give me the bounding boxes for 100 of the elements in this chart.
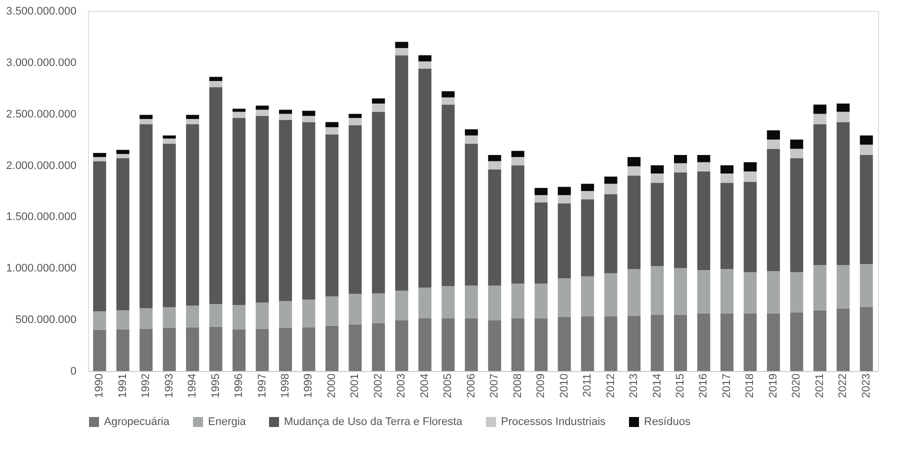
bar: [674, 163, 687, 172]
bar: [511, 165, 524, 284]
bar: [581, 184, 594, 191]
x-tick-label: 1992: [140, 374, 152, 398]
x-tick-label: 2004: [418, 374, 431, 398]
x-tick-label: 2022: [837, 374, 850, 398]
bar: [511, 318, 524, 371]
bar: [558, 186, 571, 196]
bar: [325, 326, 338, 371]
bar: [558, 195, 571, 204]
bar: [140, 328, 153, 371]
y-tick-label: 2.000.000.000: [6, 160, 76, 172]
bar: [813, 114, 826, 124]
bar: [650, 165, 664, 174]
bar: [256, 106, 269, 110]
bar: [558, 203, 571, 278]
bar: [766, 313, 780, 371]
bar: [162, 144, 176, 308]
bar: [395, 290, 408, 320]
bar: [720, 182, 734, 270]
bar: [140, 308, 153, 329]
bar: [790, 148, 804, 158]
bar: [558, 278, 571, 317]
x-tick-label: 2011: [582, 374, 594, 398]
x-tick-label: 2012: [604, 374, 617, 398]
x-tick-label: 2003: [396, 374, 408, 398]
bar: [697, 270, 710, 314]
bar: [93, 157, 106, 162]
x-tick-label: 2008: [512, 374, 524, 398]
bar: [325, 127, 338, 134]
bar: [93, 311, 106, 330]
bar: [418, 61, 432, 69]
bar: [628, 176, 641, 270]
bar: [442, 318, 455, 371]
x-tick-label: 1999: [302, 374, 315, 398]
x-tick-label: 1997: [256, 374, 268, 398]
bar: [628, 316, 641, 371]
bar: [279, 301, 292, 328]
bar: [348, 324, 362, 371]
bar: [372, 293, 385, 324]
bar: [209, 87, 222, 304]
bar: [464, 129, 478, 136]
bar: [766, 271, 780, 314]
bar: [488, 155, 502, 162]
x-tick-label: 1998: [280, 374, 292, 398]
bar: [325, 296, 338, 326]
bar: [279, 120, 292, 302]
bar: [186, 327, 200, 371]
bar: [860, 144, 873, 155]
bar: [744, 162, 757, 172]
bar: [418, 55, 432, 62]
bar: [116, 150, 130, 154]
bar: [766, 130, 780, 140]
x-tick-label: 2010: [558, 374, 570, 398]
bar: [348, 294, 362, 324]
bar: [140, 114, 153, 119]
bar: [766, 140, 780, 149]
x-tick-label: 2009: [535, 374, 548, 398]
x-tick-label: 2020: [790, 374, 803, 398]
bar: [232, 108, 246, 112]
x-tick-label: 2016: [698, 374, 710, 398]
bar: [140, 119, 153, 124]
bar: [720, 313, 734, 371]
bar: [256, 302, 269, 329]
bar: [140, 124, 153, 308]
bar: [650, 266, 664, 315]
bar: [116, 310, 130, 330]
bar: [93, 161, 106, 312]
bar: [116, 329, 130, 371]
bar: [256, 110, 269, 116]
x-tick-label: 2001: [349, 374, 362, 398]
bar: [581, 276, 594, 316]
bar: [279, 328, 292, 371]
bar: [604, 194, 618, 274]
bar: [93, 152, 106, 158]
bar: [372, 104, 385, 112]
bar: [302, 122, 316, 300]
bar: [720, 269, 734, 314]
bar: [836, 308, 850, 371]
bar: [604, 273, 618, 316]
x-tick-label: 2005: [442, 374, 454, 398]
bar: [325, 134, 338, 296]
bar: [744, 171, 757, 182]
bar: [836, 112, 850, 122]
bar: [302, 300, 316, 328]
x-tick-label: 2015: [674, 374, 686, 398]
bar: [790, 272, 804, 312]
bar: [162, 328, 176, 371]
x-tick-label: 1993: [163, 374, 176, 398]
bar: [790, 158, 804, 272]
bar: [302, 327, 316, 371]
bar: [534, 188, 548, 196]
legend-label: Resíduos: [644, 416, 691, 428]
bar: [418, 318, 432, 371]
bar: [674, 172, 687, 268]
bar: [628, 166, 641, 176]
x-tick-label: 2013: [628, 374, 640, 398]
bar: [650, 174, 664, 183]
bar: [836, 265, 850, 308]
bar: [581, 191, 594, 200]
